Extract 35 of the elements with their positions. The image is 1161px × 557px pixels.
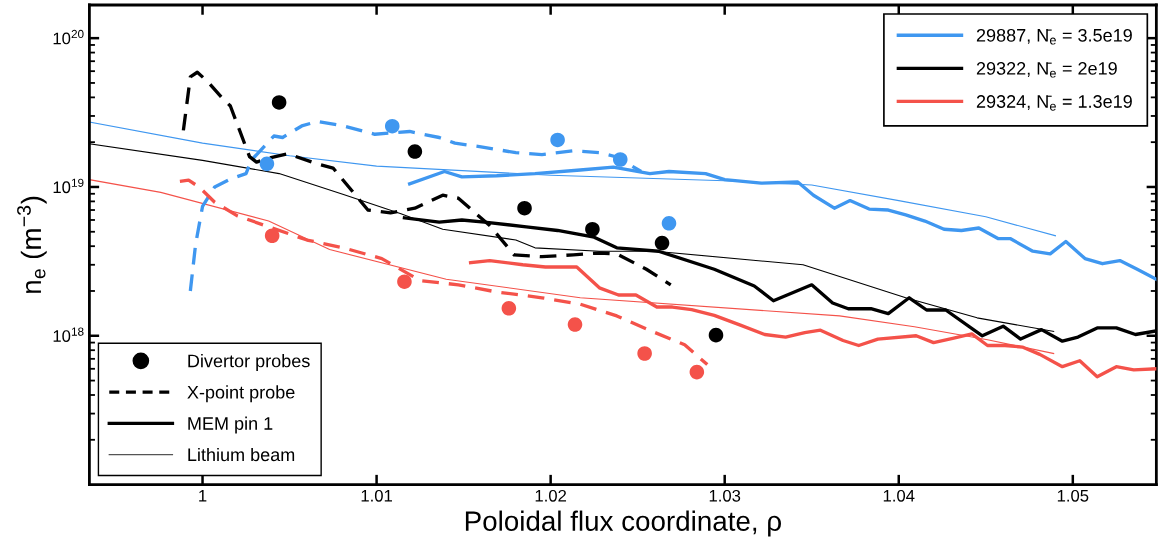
x-axis-title: Poloidal flux coordinate, ρ [465,510,781,537]
point [612,152,628,167]
x-tick-label: 1.03 [709,489,741,502]
point [384,118,400,134]
point [397,274,412,289]
legend-label: 29324, N̄$_{e}$ = 1.3e19 [976,95,1132,111]
y-tick-label: 10$^{19}$ [53,178,84,194]
point [585,221,600,237]
point [407,144,423,159]
x-tick-label: 1.05 [1057,489,1089,502]
x-tick-label: 1.01 [361,489,392,502]
point [661,216,677,231]
x-tick-label: 1.02 [535,489,567,502]
point [654,235,670,251]
annotation: Lithium beam [188,447,295,462]
x-tick-label: 1.04 [883,489,915,502]
point [708,327,724,343]
point [567,317,583,332]
point [501,301,517,316]
point [550,132,565,148]
legend-label: 29887, N̄$_{e}$ = 3.5e19 [976,28,1132,45]
x-tick-label: 1 [199,490,207,502]
legend-label: 29322, N̄$_{e}$ = 2e19 [976,62,1117,78]
point [259,156,275,172]
y-tick-label: 10$^{20}$ [53,29,84,45]
y-tick-label: 10$^{18}$ [53,327,84,342]
annotation: MEM pin 1 [188,416,273,434]
point [271,95,287,110]
point [264,228,280,244]
annotation: X-point probe [187,385,295,403]
point [689,364,705,380]
y-axis-title: n$_{e}$ (m$^{−3}$) [17,196,47,293]
point [637,346,652,361]
legend-label: Divertor probes [188,354,310,371]
point [517,200,532,216]
